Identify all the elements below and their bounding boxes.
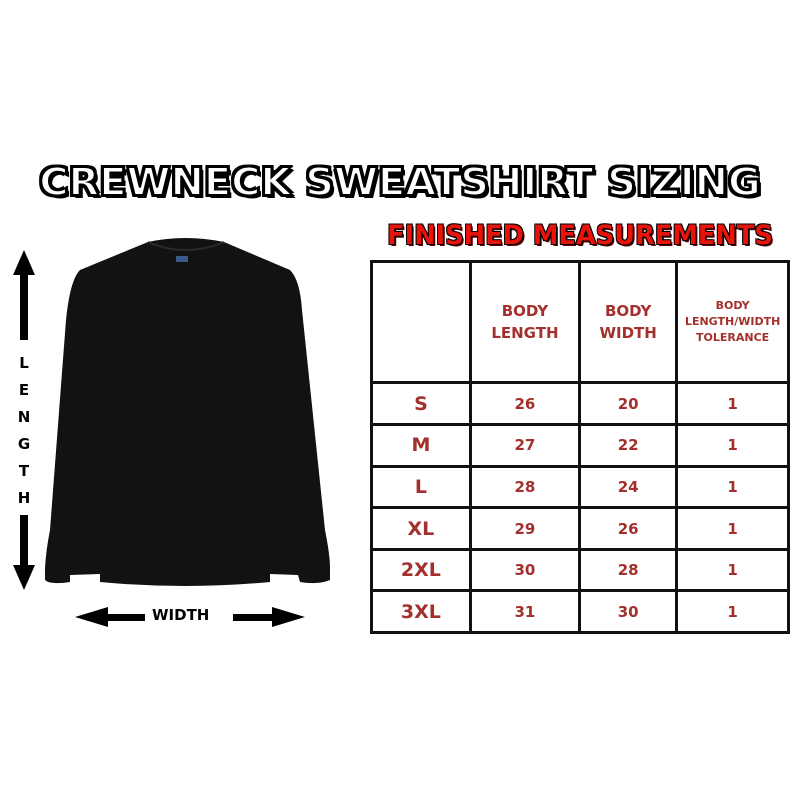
size-cell: 2XL — [370, 547, 472, 593]
table-row: L 28 24 1 — [370, 464, 790, 510]
tolerance-cell: 1 — [675, 381, 790, 427]
length-letter: G — [17, 435, 31, 453]
size-cell: M — [370, 423, 472, 468]
width-cell: 22 — [578, 423, 679, 468]
tolerance-cell: 1 — [675, 423, 790, 468]
table-row: 2XL 30 28 1 — [370, 547, 790, 593]
width-cell: 20 — [578, 381, 679, 427]
width-cell: 28 — [578, 547, 679, 593]
width-cell: 30 — [578, 589, 679, 634]
page-title: CREWNECK SWEATSHIRT SIZING — [38, 159, 762, 205]
width-label: WIDTH — [152, 606, 210, 624]
size-cell: S — [370, 381, 472, 427]
length-letter: L — [19, 354, 29, 372]
header-tolerance: BODY LENGTH/WIDTH TOLERANCE — [675, 259, 790, 385]
sweatshirt-image — [45, 238, 330, 586]
width-cell: 26 — [578, 506, 679, 551]
length-cell: 31 — [468, 589, 582, 634]
length-cell: 26 — [468, 381, 582, 427]
table-row: S 26 20 1 — [370, 381, 790, 427]
length-cell: 28 — [468, 464, 582, 510]
size-table: BODY LENGTH BODY WIDTH BODY LENGTH/WIDTH TOL… — [370, 259, 790, 634]
tolerance-cell: 1 — [675, 589, 790, 634]
tolerance-cell: 1 — [675, 506, 790, 551]
length-letter: T — [18, 462, 30, 480]
table-header-row: BODY LENGTH BODY WIDTH BODY LENGTH/WIDTH TOL… — [370, 259, 790, 385]
length-cell: 29 — [468, 506, 582, 551]
table-row: XL 29 26 1 — [370, 506, 790, 551]
table-row: M 27 22 1 — [370, 423, 790, 468]
header-body-length: BODY LENGTH — [468, 259, 582, 385]
table-row: 3XL 31 30 1 — [370, 589, 790, 634]
width-cell: 24 — [578, 464, 679, 510]
length-label: L E N G T H — [14, 350, 34, 512]
tolerance-cell: 1 — [675, 464, 790, 510]
size-cell: 3XL — [370, 589, 472, 634]
length-letter: E — [18, 381, 30, 399]
length-arrow-icon — [13, 250, 35, 590]
subtitle: FINISHED MEASUREMENTS — [387, 220, 773, 251]
size-cell: L — [370, 464, 472, 510]
header-body-width: BODY WIDTH — [578, 259, 679, 385]
tolerance-cell: 1 — [675, 547, 790, 593]
size-cell: XL — [370, 506, 472, 551]
sweatshirt-diagram — [13, 238, 330, 627]
length-cell: 30 — [468, 547, 582, 593]
length-letter: H — [17, 489, 31, 507]
header-empty-cell — [370, 259, 472, 385]
length-letter: N — [17, 408, 31, 426]
width-arrow-icon — [75, 607, 305, 627]
length-cell: 27 — [468, 423, 582, 468]
